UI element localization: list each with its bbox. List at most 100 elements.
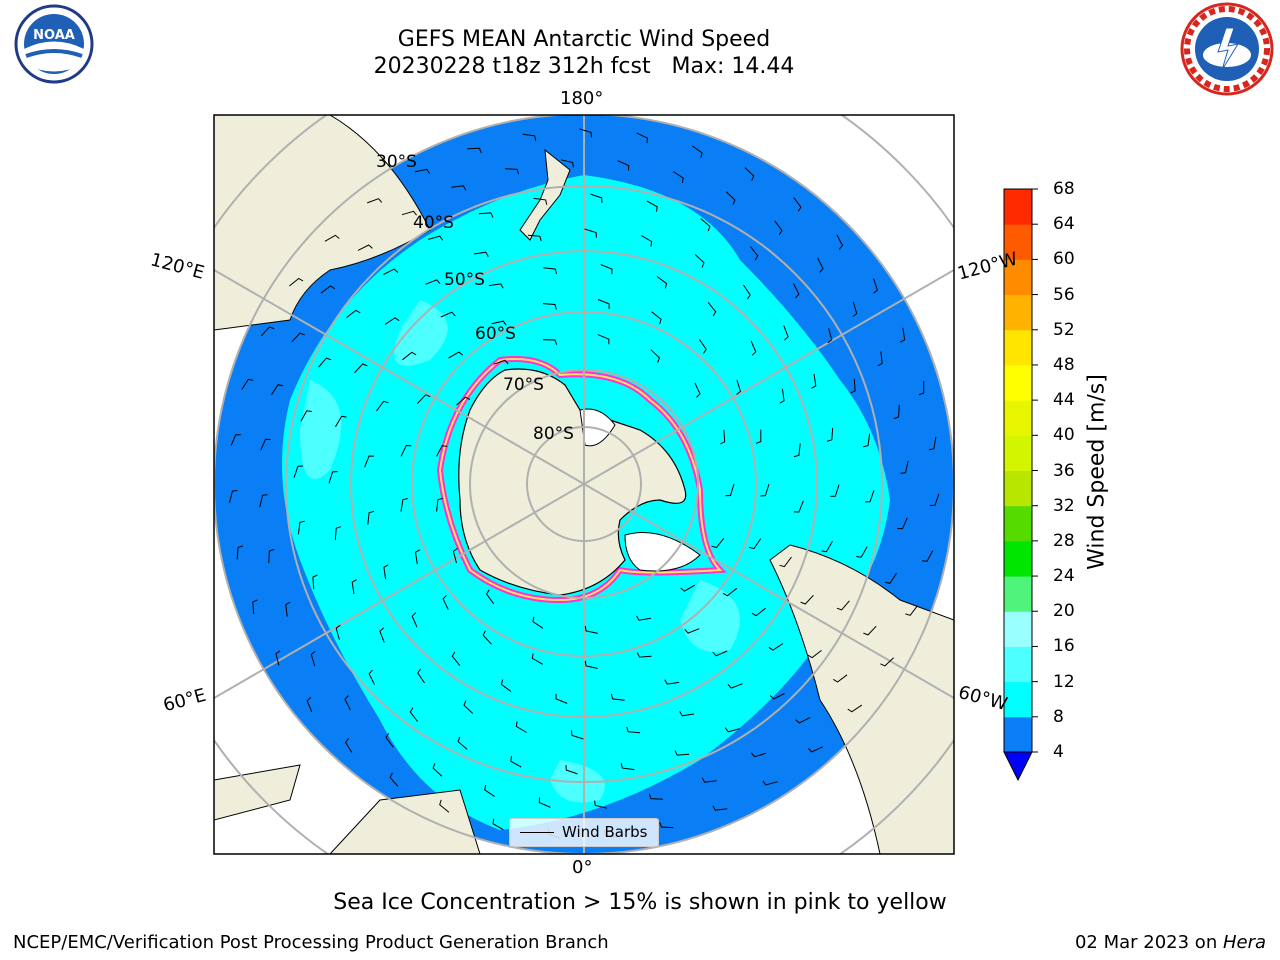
lon-label-0: 0° bbox=[572, 857, 593, 878]
wind-barb bbox=[383, 564, 389, 580]
wind-barb bbox=[863, 433, 871, 448]
wind-barb bbox=[268, 548, 275, 563]
wind-barb bbox=[727, 683, 743, 689]
wind-barb bbox=[252, 599, 258, 615]
date-value: 02 Mar 2023 on bbox=[1074, 932, 1223, 953]
wind-barb bbox=[344, 695, 351, 711]
wind-barb bbox=[600, 264, 613, 275]
colorbar-tick-label: 4 bbox=[1053, 742, 1064, 762]
wind-barb bbox=[542, 303, 557, 310]
wind-barb bbox=[510, 756, 522, 768]
lat-label-30s: 30°S bbox=[376, 152, 417, 172]
wind-barb bbox=[389, 772, 399, 787]
colorbar-bin bbox=[1004, 505, 1032, 542]
wind-barb bbox=[400, 444, 412, 457]
wind-barb bbox=[880, 657, 894, 667]
colorbar-tick-label: 28 bbox=[1053, 530, 1075, 551]
wind-barb bbox=[456, 396, 471, 406]
wind-barb bbox=[400, 498, 408, 512]
wind-barb bbox=[527, 234, 542, 242]
wind-barb bbox=[565, 765, 578, 775]
wind-barb bbox=[488, 283, 504, 289]
wind-barb bbox=[900, 327, 906, 343]
wind-barb bbox=[452, 547, 458, 564]
wind-barb bbox=[751, 752, 767, 758]
wind-barb bbox=[712, 650, 728, 657]
lat-label-80s: 80°S bbox=[533, 424, 574, 444]
noaa-logo-text: NOAA bbox=[33, 28, 75, 43]
wind-barb bbox=[451, 651, 461, 666]
colorbar-bin bbox=[1004, 470, 1032, 507]
wind-barb bbox=[451, 185, 467, 191]
wind-barb bbox=[852, 301, 858, 317]
date-text: 02 Mar 2023 on Hera bbox=[1075, 932, 1266, 953]
wind-barb bbox=[807, 746, 823, 753]
wind-barb bbox=[425, 279, 441, 285]
wind-barb bbox=[417, 394, 431, 404]
wind-barb bbox=[700, 218, 711, 232]
wind-barb bbox=[229, 490, 238, 503]
wind-barb bbox=[725, 191, 736, 205]
wind-barb bbox=[384, 317, 400, 325]
wind-barb bbox=[800, 594, 814, 605]
colorbar-tick-label: 12 bbox=[1053, 671, 1075, 692]
wind-barb bbox=[701, 777, 717, 783]
wind-barb bbox=[485, 589, 495, 604]
colorbar-bin bbox=[1004, 611, 1032, 647]
wind-barb bbox=[555, 693, 568, 704]
colorbar-title: Wind Speed [m/s] bbox=[1084, 374, 1110, 570]
wind-barb bbox=[440, 311, 456, 318]
wind-barb bbox=[415, 168, 431, 174]
wind-barb bbox=[357, 244, 373, 251]
wind-barb bbox=[755, 429, 762, 444]
colorbar-bin bbox=[1004, 435, 1032, 471]
wind-barb bbox=[293, 465, 303, 478]
noaa-logo: NOAA bbox=[14, 4, 94, 84]
wind-barb bbox=[300, 410, 312, 422]
wind-barb bbox=[297, 520, 305, 535]
wind-barb bbox=[865, 490, 875, 503]
wind-barb bbox=[856, 546, 868, 558]
wind-barb bbox=[863, 625, 877, 636]
wind-barb bbox=[712, 805, 728, 811]
nws-logo bbox=[1180, 2, 1274, 96]
wind-barb bbox=[500, 679, 512, 692]
wind-barb bbox=[750, 340, 757, 356]
wind-barb bbox=[779, 556, 792, 568]
wind-barb bbox=[884, 573, 897, 584]
wind-barb bbox=[364, 455, 375, 468]
wind-barb bbox=[379, 627, 385, 643]
wind-barb bbox=[719, 429, 726, 445]
wind-barb bbox=[817, 257, 824, 273]
colorbar-tick-label: 64 bbox=[1053, 214, 1075, 235]
wind-barb bbox=[467, 147, 482, 154]
wind-barb bbox=[484, 784, 495, 797]
wind-barb bbox=[409, 707, 418, 722]
wind-barb bbox=[699, 339, 707, 354]
antarctica-land bbox=[458, 368, 687, 596]
colorbar-bin bbox=[1004, 646, 1032, 683]
wind-barb bbox=[711, 537, 725, 549]
wind-barb bbox=[538, 797, 551, 808]
wind-barb bbox=[543, 267, 558, 275]
wind-barb bbox=[473, 251, 489, 257]
wind-barb bbox=[291, 332, 305, 343]
wind-barb bbox=[751, 607, 766, 617]
wind-barb bbox=[385, 733, 394, 748]
wind-barb bbox=[750, 246, 759, 261]
colorbar-tick-label: 68 bbox=[1053, 179, 1075, 199]
wind-barb bbox=[922, 550, 934, 562]
wind-barb bbox=[725, 483, 735, 497]
wind-barb bbox=[877, 351, 883, 367]
wind-barb bbox=[748, 538, 762, 550]
wind-barb bbox=[760, 483, 770, 497]
colorbar-tick-label: 56 bbox=[1053, 284, 1075, 305]
wind-barb bbox=[830, 484, 840, 497]
wind-barb bbox=[312, 574, 318, 590]
wind-barb bbox=[463, 700, 474, 714]
wind-barb bbox=[664, 679, 680, 685]
lat-label-60s: 60°S bbox=[475, 324, 516, 344]
new-zealand-land bbox=[519, 148, 571, 241]
wind-barb bbox=[793, 500, 804, 513]
wind-barb bbox=[383, 268, 399, 275]
